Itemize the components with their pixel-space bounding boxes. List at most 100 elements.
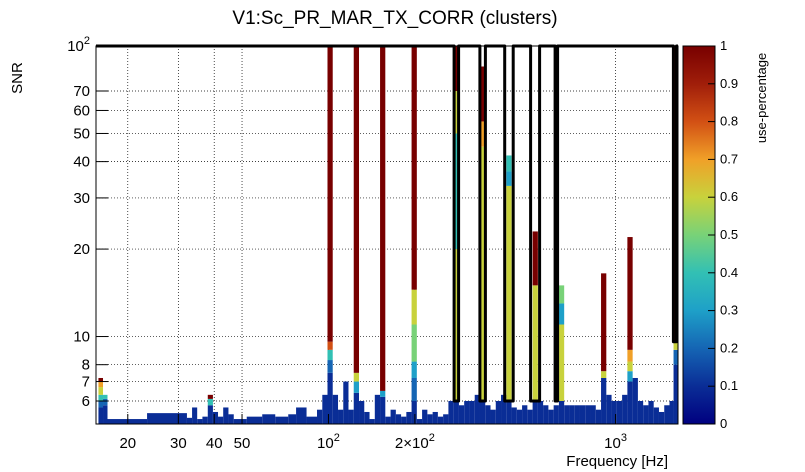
heatmap-cell <box>579 405 586 424</box>
heatmap-cell <box>395 414 402 424</box>
x-axis-label: Frequency [Hz] <box>566 453 668 470</box>
heatmap-cell <box>490 409 496 424</box>
colorbar-label: use-percentage <box>754 53 769 143</box>
heatmap-cell <box>453 400 459 424</box>
heatmap-cell <box>338 409 344 424</box>
heatmap-cell <box>228 414 234 424</box>
y-tick-label: 60 <box>73 102 90 119</box>
heatmap-cell <box>364 411 370 424</box>
y-tick-label: 50 <box>73 125 90 142</box>
heatmap-cell <box>616 400 623 424</box>
heatmap-cell <box>296 407 307 424</box>
heatmap-cell <box>590 405 596 424</box>
y-tick-label: 30 <box>73 190 90 207</box>
heatmap-cell <box>595 409 602 424</box>
heatmap-cell <box>98 387 104 395</box>
heatmap-cell <box>192 407 198 424</box>
heatmap-cell <box>380 396 386 424</box>
heatmap-cell <box>474 394 480 424</box>
heatmap-cell <box>411 400 417 424</box>
heatmap-cell <box>453 249 459 401</box>
heatmap-cell <box>653 407 659 424</box>
heatmap-cell <box>558 400 565 424</box>
heatmap-cell <box>532 285 538 401</box>
heatmap-cell <box>458 405 465 424</box>
colorbar-tick-label: 0.9 <box>720 76 738 91</box>
heatmap-cell <box>332 394 339 424</box>
plot-frame <box>95 45 679 425</box>
heatmap-cell <box>353 372 360 382</box>
heatmap-cell <box>411 46 417 290</box>
heatmap-cell <box>343 381 349 424</box>
heatmap-cell <box>207 405 213 424</box>
heatmap-cell <box>479 121 486 147</box>
heatmap-cell <box>380 46 386 391</box>
colorbar-tick-label: 0.6 <box>720 189 738 204</box>
heatmap-cell <box>673 364 678 424</box>
heatmap-cell <box>288 414 297 424</box>
heatmap-cell <box>574 405 580 424</box>
heatmap-cell <box>464 400 470 424</box>
heatmap-cell <box>411 324 417 362</box>
heatmap-cell <box>548 409 554 424</box>
heatmap-cell <box>147 413 187 424</box>
heatmap-cell <box>495 400 502 424</box>
heatmap-cell <box>648 400 654 424</box>
colorbar-tick-label: 1 <box>720 38 727 53</box>
heatmap-cell <box>374 394 381 424</box>
y-tick-label: 20 <box>73 241 90 258</box>
heatmap-cell <box>637 400 644 424</box>
heatmap-cell <box>522 405 528 424</box>
x-tick-label: 20 <box>119 435 136 452</box>
colorbar-tick-label: 0 <box>720 416 727 431</box>
heatmap-cell <box>212 411 219 424</box>
colorbar-ticks: 0 0.1 0.2 0.3 0.4 0.5 0.6 0.7 0.8 0.9 1 <box>708 38 738 431</box>
heatmap-cell <box>411 289 417 325</box>
heatmap-cell <box>385 416 391 424</box>
heatmap-cell <box>98 394 104 401</box>
heatmap-cell <box>411 361 417 378</box>
heatmap-cell <box>327 360 333 373</box>
x-tick-label: 50 <box>234 435 251 452</box>
heatmap-cell <box>506 400 512 424</box>
heatmap-cell <box>353 46 360 373</box>
heatmap-cell <box>643 405 649 424</box>
heatmap-cell <box>632 377 638 424</box>
colorbar-tick-label: 0.4 <box>720 265 738 280</box>
heatmap-cell <box>501 394 507 424</box>
x-tick-label: 102 <box>317 432 340 452</box>
heatmap-cell <box>322 394 328 424</box>
heatmap-cell <box>406 411 412 424</box>
heatmap-cell <box>306 416 318 424</box>
heatmap-cell <box>558 285 565 304</box>
y-tick-label: 8 <box>82 357 90 374</box>
heatmap-cell <box>98 400 104 408</box>
heatmap-cell <box>359 400 365 424</box>
heatmap-cell <box>369 419 375 424</box>
heatmap-cell <box>543 405 549 424</box>
heatmap-cell <box>448 400 454 424</box>
heatmap-cell <box>98 381 104 388</box>
heatmap-cell <box>585 405 591 424</box>
heatmap-cell <box>479 249 486 401</box>
heatmap-cell <box>246 416 263 424</box>
heatmap-cell <box>327 372 333 424</box>
heatmap-cell <box>186 417 193 424</box>
colorbar-tick-label: 0.3 <box>720 303 738 318</box>
heatmap-cell <box>443 414 449 424</box>
y-tick-label: 102 <box>67 35 90 55</box>
heatmap-cell <box>601 377 607 424</box>
heatmap-cell <box>506 185 512 401</box>
heatmap-cell <box>558 324 565 401</box>
heatmap-cell <box>516 409 523 424</box>
heatmap-cell <box>569 405 575 424</box>
colorbar-tick-label: 0.7 <box>720 151 738 166</box>
x-tick-label: 103 <box>604 432 627 452</box>
colorbar-tick-label: 0.2 <box>720 340 738 355</box>
colorbar-tick-label: 0.1 <box>720 378 738 393</box>
heatmap-cell <box>103 405 108 424</box>
plot-background <box>96 46 678 424</box>
heatmap-cell <box>207 398 213 406</box>
x-tick-label: 2×102 <box>395 432 435 452</box>
